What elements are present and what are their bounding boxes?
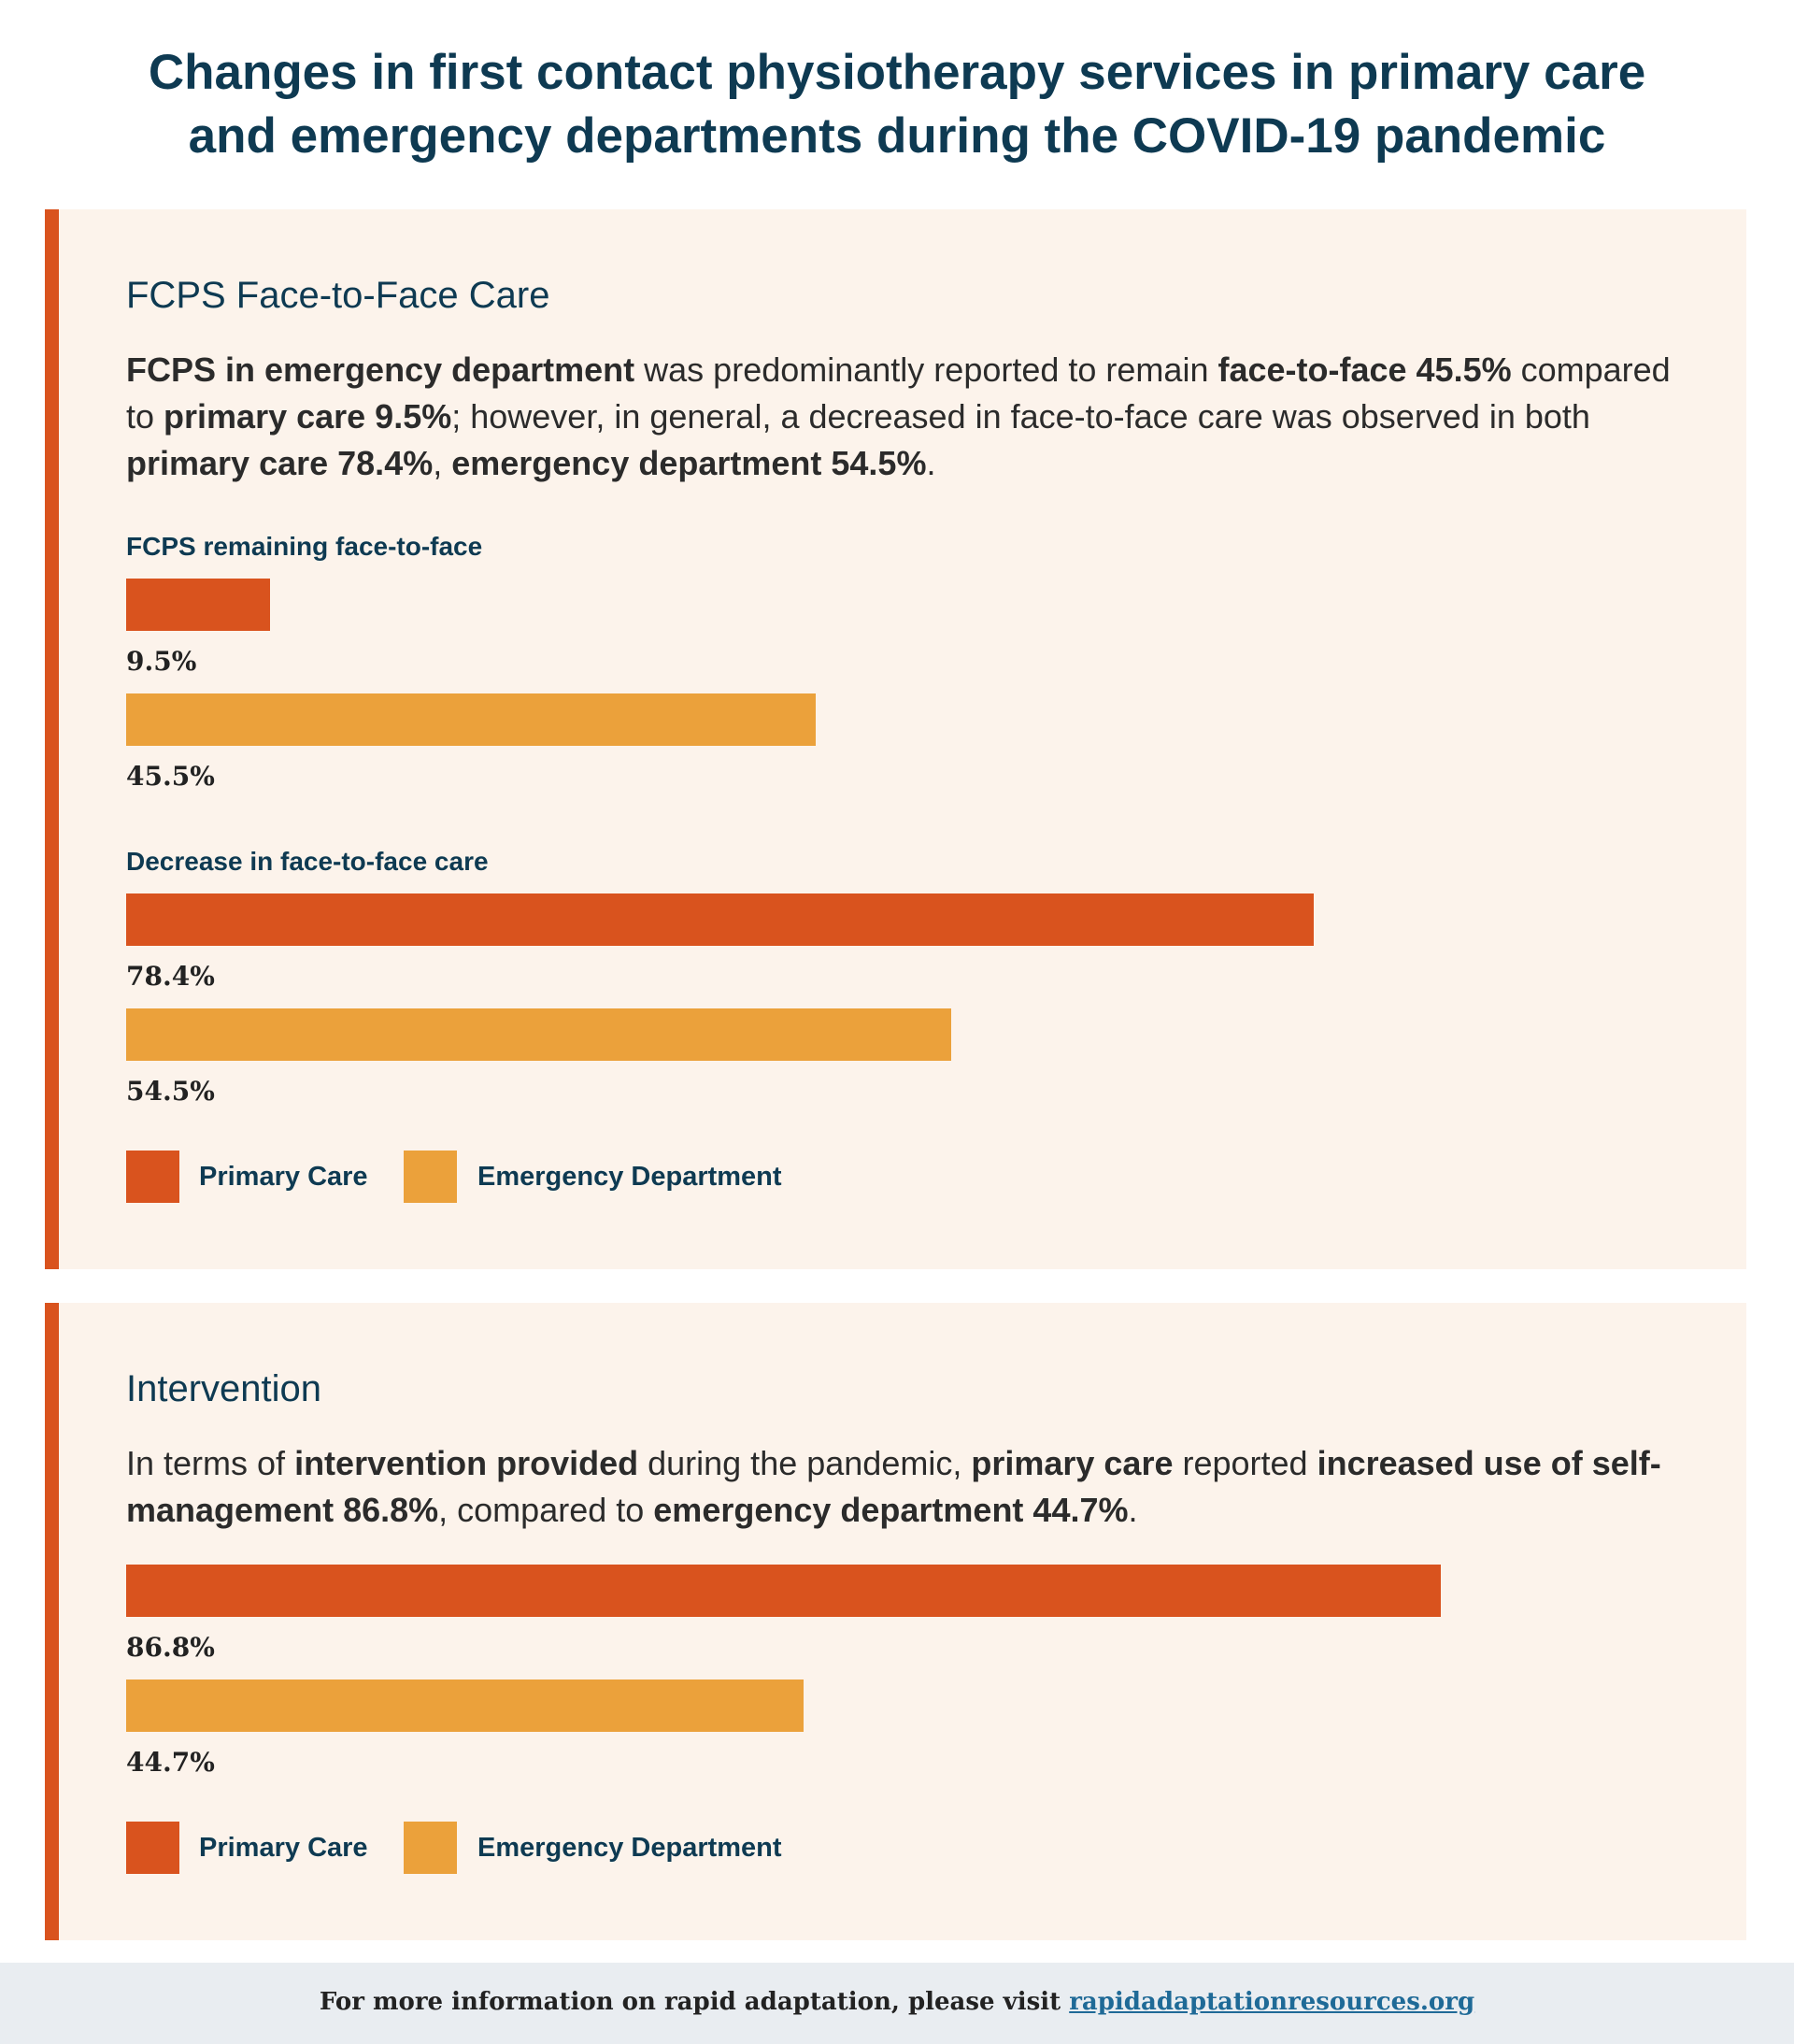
chart-title: Decrease in face-to-face care xyxy=(126,847,489,876)
bar-emergency-department xyxy=(126,1680,804,1732)
bar-emergency-department xyxy=(126,1008,951,1061)
bar-value-label: 78.4% xyxy=(126,961,215,992)
footer-link[interactable]: rapidadaptationresources.org xyxy=(1069,1988,1475,2016)
page-title-line-1: Changes in first contact physiotherapy s… xyxy=(148,45,1646,100)
section-summary: FCPS in emergency department was predomi… xyxy=(126,350,1671,482)
bar-value-label: 45.5% xyxy=(126,761,215,792)
legend-swatch-primary-care xyxy=(126,1822,179,1874)
section-summary: In terms of intervention provided during… xyxy=(126,1444,1661,1529)
bar-value-label: 86.8% xyxy=(126,1632,215,1663)
legend-label-primary-care: Primary Care xyxy=(199,1833,368,1863)
bar-primary-care xyxy=(126,579,270,631)
footer-text: For more information on rapid adaptation… xyxy=(319,1988,1475,2016)
legend-swatch-emergency-department xyxy=(404,1151,457,1203)
intervention-panel: Intervention In terms of intervention pr… xyxy=(45,1303,1746,1940)
chart-title: FCPS remaining face-to-face xyxy=(126,532,483,561)
bar-primary-care xyxy=(126,893,1314,946)
face-to-face-care-panel: FCPS Face-to-Face Care FCPS in emergency… xyxy=(45,209,1746,1269)
page-title-line-2: and emergency departments during the COV… xyxy=(188,108,1606,164)
legend-label-primary-care: Primary Care xyxy=(199,1162,368,1192)
footer: For more information on rapid adaptation… xyxy=(0,1963,1794,2044)
page-title: Changes in first contact physiotherapy s… xyxy=(0,41,1794,168)
bar-value-label: 54.5% xyxy=(126,1076,215,1107)
bar-value-label: 9.5% xyxy=(126,646,197,677)
section-heading: Intervention xyxy=(126,1368,322,1409)
legend-swatch-primary-care xyxy=(126,1151,179,1203)
bar-value-label: 44.7% xyxy=(126,1747,215,1778)
legend-label-emergency-department: Emergency Department xyxy=(477,1833,782,1863)
legend-label-emergency-department: Emergency Department xyxy=(477,1162,782,1192)
bar-emergency-department xyxy=(126,693,816,746)
bar-primary-care xyxy=(126,1565,1441,1617)
section-heading: FCPS Face-to-Face Care xyxy=(126,275,550,316)
legend-swatch-emergency-department xyxy=(404,1822,457,1874)
